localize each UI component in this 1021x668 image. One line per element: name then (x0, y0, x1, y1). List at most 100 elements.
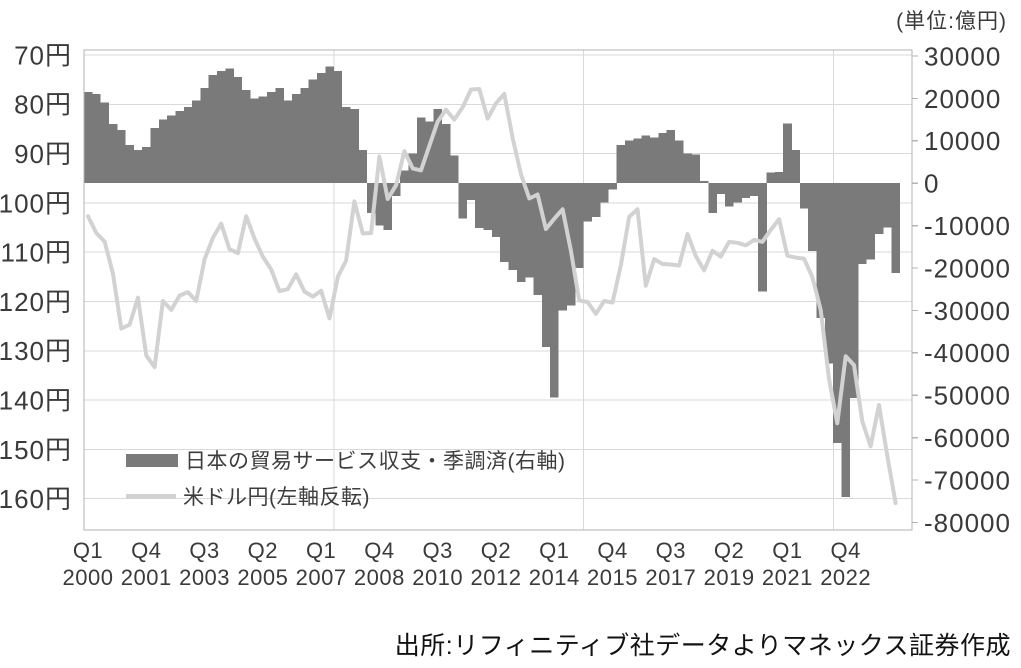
right-axis-label: 0 (924, 169, 939, 199)
right-axis-label: -70000 (924, 465, 1011, 495)
bar (283, 100, 293, 184)
bar (508, 183, 517, 271)
bar (400, 170, 409, 184)
line-series-swatch-icon (126, 493, 176, 499)
x-tick-quarter: Q4 (131, 538, 161, 563)
bar (142, 147, 151, 184)
bar (92, 94, 101, 184)
bar (275, 87, 284, 184)
bar (433, 109, 443, 184)
x-tick-year: 2012 (470, 565, 521, 590)
bar (466, 183, 476, 201)
bar-series-swatch-icon (126, 453, 178, 467)
bar (883, 183, 892, 228)
bar (799, 183, 809, 209)
bar (783, 123, 792, 184)
bar (874, 183, 884, 235)
right-axis-label: 30000 (924, 41, 1001, 71)
right-axis-label: -10000 (924, 211, 1011, 241)
left-axis-label: 100円 (0, 188, 72, 218)
x-axis: Q12000Q42001Q32003Q22005Q12007Q42008Q320… (63, 538, 871, 590)
x-tick-year: 2000 (63, 565, 114, 590)
bar (824, 183, 834, 364)
bar (192, 100, 201, 184)
balance-bars (83, 66, 900, 497)
legend: 日本の貿易サービス収支・季調済(右軸) 米ドル円(左軸反転) (126, 442, 566, 514)
x-tick-quarter: Q1 (73, 538, 103, 563)
bar (325, 66, 334, 184)
bar (708, 183, 717, 213)
x-tick-year: 2015 (587, 565, 638, 590)
x-tick-year: 2021 (762, 565, 813, 590)
bar (167, 115, 176, 184)
bar (749, 183, 759, 196)
right-axis-label: -60000 (924, 423, 1011, 453)
bar (608, 183, 617, 190)
bar (550, 183, 559, 398)
bar (483, 183, 493, 230)
left-axis-label: 120円 (0, 287, 72, 317)
bar (525, 183, 534, 278)
bar (83, 92, 93, 184)
x-tick-quarter: Q1 (772, 538, 802, 563)
bar (225, 68, 234, 184)
bar (183, 106, 193, 184)
right-axis-label: 20000 (924, 84, 1001, 114)
x-tick-quarter: Q4 (597, 538, 627, 563)
right-axis-label: -40000 (924, 338, 1011, 368)
left-axis: 70円 80円 90円 100円 110円 120円 130円 140円 150円 160円 (0, 40, 72, 514)
left-axis-label: 130円 (0, 336, 72, 366)
x-tick-quarter: Q2 (714, 538, 744, 563)
x-tick-year: 2017 (645, 565, 696, 590)
bar (458, 183, 468, 219)
legend-label-usdjpy: 米ドル円(左軸反転) (183, 486, 370, 509)
bar (849, 183, 859, 399)
bar (650, 137, 659, 184)
x-tick-year: 2019 (704, 565, 755, 590)
bar (674, 140, 684, 184)
bar (125, 145, 134, 184)
bar (758, 183, 767, 292)
bar (425, 121, 434, 184)
x-tick-quarter: Q3 (189, 538, 219, 563)
right-axis: 30000 20000 10000 0 -10000 -20000 -30000 -40000… (912, 41, 1011, 538)
x-tick-year: 2001 (121, 565, 172, 590)
x-tick-quarter: Q2 (248, 538, 278, 563)
bar (891, 183, 900, 274)
x-tick-year: 2010 (412, 565, 463, 590)
left-axis-label: 150円 (0, 435, 72, 465)
bar (300, 87, 309, 184)
x-tick-year: 2007 (296, 565, 347, 590)
bar (666, 130, 676, 184)
left-axis-label: 80円 (14, 90, 72, 120)
bar (267, 92, 276, 184)
bar (441, 123, 451, 184)
bar (200, 87, 209, 184)
bar (808, 183, 817, 252)
bar (117, 130, 126, 184)
legend-label-balance: 日本の貿易サービス収支・季調済(右軸) (185, 450, 566, 473)
left-axis-label: 110円 (1, 238, 72, 268)
x-tick-year: 2003 (179, 565, 230, 590)
left-axis-label: 140円 (0, 385, 72, 415)
bar (683, 153, 692, 184)
bar (391, 183, 401, 196)
bar (375, 183, 384, 226)
bar (616, 145, 626, 184)
x-tick-quarter: Q3 (656, 538, 686, 563)
left-axis-label: 90円 (14, 139, 72, 169)
right-axis-label: 10000 (924, 126, 1001, 156)
bar (158, 119, 168, 184)
bar (591, 183, 601, 218)
bar (383, 183, 393, 230)
bar (716, 183, 726, 194)
x-tick-year: 2014 (529, 565, 580, 590)
x-tick-quarter: Q1 (539, 538, 569, 563)
bar (558, 183, 567, 311)
bar (416, 117, 426, 184)
bar (575, 183, 584, 268)
x-tick-year: 2008 (354, 565, 405, 590)
bar (258, 96, 268, 184)
